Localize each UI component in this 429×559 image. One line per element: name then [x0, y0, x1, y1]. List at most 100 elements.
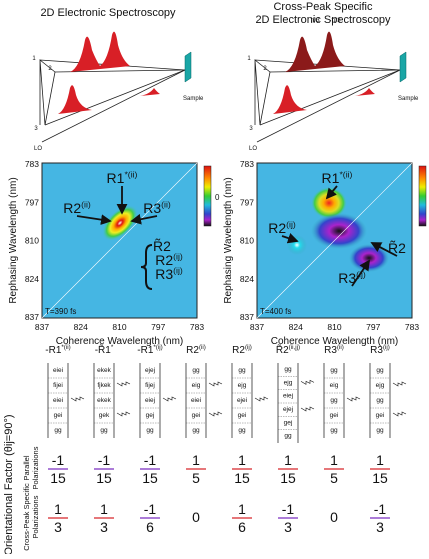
factor-num: 1 — [330, 452, 338, 468]
frame — [254, 59, 271, 126]
diagram-level: gg — [376, 427, 384, 434]
annotation-base: R2 — [268, 220, 286, 236]
interaction — [208, 411, 223, 417]
diagram-level: gei — [192, 412, 201, 419]
factor-den: 3 — [54, 519, 62, 535]
interaction — [162, 396, 177, 402]
beam — [41, 69, 186, 143]
row-label: Polarizations — [31, 446, 40, 489]
diagram-level: gg — [54, 427, 62, 434]
diagram-level: ejg — [376, 382, 385, 389]
factor-num: 1 — [54, 501, 62, 517]
diagram-level: gg — [238, 367, 246, 374]
pulse — [273, 85, 307, 114]
peak — [102, 205, 138, 241]
diagram-level: gei — [376, 412, 385, 419]
factor-value: 0 — [330, 509, 338, 525]
annotation-sup: (ii) — [161, 199, 171, 209]
interaction — [70, 396, 85, 402]
beam-label: LO — [249, 146, 257, 152]
factor-num: 1 — [100, 501, 108, 517]
diagram-level: gek — [99, 412, 110, 419]
diagram-level: gej — [284, 419, 293, 426]
factor-den: 3 — [376, 519, 384, 535]
diagram-header-sup: (ij) — [383, 344, 390, 351]
y-tick-label: 824 — [240, 274, 254, 284]
annotation-sup: *(ii) — [124, 169, 137, 179]
factor-den: 6 — [146, 519, 154, 535]
y-tick-label: 837 — [240, 312, 254, 322]
annotation: R2(ii) — [63, 199, 91, 216]
diagonal — [41, 162, 198, 319]
x-tick-label: 810 — [112, 322, 126, 332]
y-tick-label: 797 — [240, 197, 254, 207]
y-tick-label: 783 — [240, 159, 254, 169]
diagram-level: gg — [146, 427, 154, 434]
pulse — [285, 31, 345, 73]
x-tick-label: 837 — [35, 322, 49, 332]
annotation: R1*(ii) — [322, 169, 353, 186]
row-label: Polarizations — [31, 495, 40, 538]
diagram-header: R̃2(ii,jj) — [276, 343, 300, 356]
beam — [269, 69, 401, 73]
annotation-sup: (ij) — [286, 219, 296, 229]
interaction — [300, 406, 315, 412]
factor-den: 3 — [284, 519, 292, 535]
annotation-base: R3 — [338, 270, 356, 286]
x-axis-label: Coherence Wavelength (nm) — [56, 336, 183, 347]
factor-num: -1 — [144, 501, 157, 517]
panel-title: Cross-Peak Specific — [273, 1, 373, 13]
interaction — [392, 381, 407, 387]
diagram-header: -R1*(ij) — [137, 344, 162, 356]
x-tick-label: 824 — [74, 322, 88, 332]
diagram-level: eiei — [191, 397, 201, 404]
colorbar — [418, 165, 427, 227]
y-tick-label: 824 — [25, 274, 39, 284]
diagram-header: R2(ii) — [186, 344, 206, 356]
diagram-level: gg — [330, 367, 338, 374]
arrow — [281, 233, 299, 244]
diagram-level: ejei — [237, 397, 247, 404]
sample-label: Sample — [183, 96, 204, 102]
diagram-header-base: R̃2 — [276, 343, 289, 356]
diagram-level: gg — [192, 427, 200, 434]
diagram-header: -R̃1* — [95, 343, 114, 356]
colorbar — [203, 165, 212, 227]
panel-title: 2D Electronic Spectroscopy — [255, 14, 391, 26]
y-tick-label: 797 — [25, 197, 39, 207]
diagram-header-base: R2 — [232, 345, 245, 356]
diagram-header: -R1*(ii) — [45, 344, 70, 356]
factor-num: 1 — [376, 452, 384, 468]
factor-num: -1 — [98, 452, 111, 468]
factor-num: 1 — [238, 501, 246, 517]
factor-value: 0 — [192, 509, 200, 525]
annotation: R̃2 — [153, 238, 171, 254]
x-tick-label: 797 — [366, 322, 380, 332]
factor-den: 15 — [234, 470, 250, 486]
x-tick-label: 824 — [289, 322, 303, 332]
diagram-header-base: R3 — [324, 345, 337, 356]
x-tick-label: 797 — [151, 322, 165, 332]
factor-den: 15 — [50, 470, 66, 486]
factor-den: 5 — [330, 470, 338, 486]
annotation: R2(ij) — [155, 251, 183, 268]
diagram-level: ejg — [284, 379, 293, 386]
pulse — [355, 88, 375, 96]
diagram-level: gg — [376, 367, 384, 374]
annotation-sup: (ij) — [173, 265, 183, 275]
diagram-level: gg — [284, 366, 292, 373]
time-label: T=400 fs — [260, 307, 291, 316]
diagram-level: fijei — [53, 382, 63, 389]
beam-label: 1 — [247, 56, 251, 62]
factor-num: 1 — [284, 452, 292, 468]
arrow — [130, 213, 158, 225]
diagram-level: eig — [330, 382, 339, 389]
beam-label: 2 — [48, 66, 52, 72]
peak — [311, 213, 367, 249]
interaction — [346, 396, 361, 402]
diagram-level: fjkek — [97, 382, 111, 389]
factor-num: -1 — [374, 501, 387, 517]
annotation-sup: (ij) — [356, 269, 366, 279]
interaction — [116, 381, 131, 387]
